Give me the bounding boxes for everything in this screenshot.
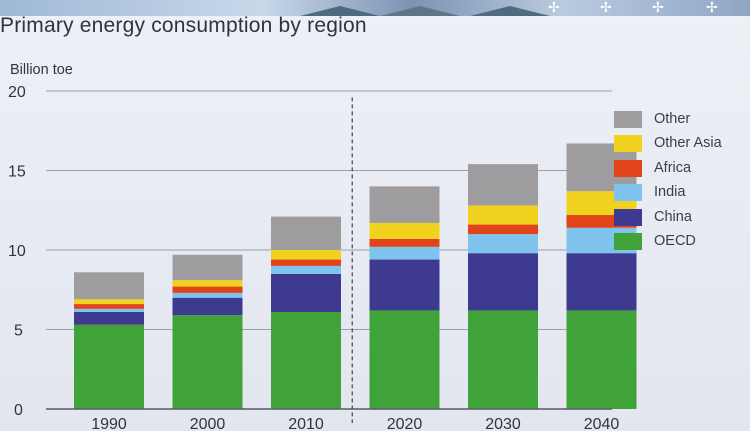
- header-banner-image: ✢ ✢ ✢ ✢: [0, 0, 750, 16]
- bar-segment-oecd: [172, 315, 243, 409]
- legend-swatch: [614, 208, 642, 226]
- legend-item: OECD: [612, 232, 750, 256]
- legend-swatch: [614, 232, 642, 250]
- mountain-shape: [300, 6, 380, 16]
- x-tick-label: 2030: [485, 416, 521, 431]
- bar-segment-other: [172, 254, 243, 281]
- bar-segment-china: [172, 297, 243, 316]
- legend-swatch: [614, 184, 642, 202]
- x-tick-label: 2040: [584, 416, 620, 431]
- bar-segment-india: [369, 246, 440, 260]
- legend-label: Other Asia: [654, 135, 722, 152]
- legend-item: China: [612, 208, 750, 232]
- bar-segment-oecd: [566, 310, 637, 409]
- bar-stacks: [74, 143, 637, 409]
- bar-segment-africa: [271, 259, 341, 266]
- legend-label: OECD: [654, 232, 696, 249]
- bar-segment-other: [74, 272, 144, 300]
- bar-segment-other: [271, 216, 341, 250]
- bar-segment-africa: [74, 304, 144, 309]
- bar-segment-other: [369, 186, 440, 223]
- mountain-shape: [380, 6, 460, 16]
- bar-segment-china: [271, 273, 341, 313]
- y-tick-label: 10: [8, 243, 26, 260]
- bar-segment-oecd: [74, 324, 144, 409]
- legend-item: India: [612, 183, 750, 207]
- bar-segment-other-asia: [271, 250, 341, 260]
- legend-label: Other: [654, 111, 691, 127]
- bar-segment-oecd: [369, 310, 440, 409]
- y-axis-label: Billion toe: [10, 62, 73, 78]
- legend-label: Africa: [654, 159, 692, 176]
- bar-segment-africa: [172, 286, 243, 293]
- wind-turbine-icon: ✢: [652, 0, 664, 15]
- y-tick-label: 5: [14, 323, 23, 340]
- bar-segment-oecd: [468, 310, 538, 409]
- bar-segment-india: [271, 265, 341, 274]
- y-tick-label: 15: [8, 164, 26, 181]
- mountain-shape: [470, 6, 550, 16]
- x-tick-label: 1990: [91, 416, 127, 431]
- bar-segment-india: [172, 292, 243, 298]
- bar-segment-other-asia: [172, 280, 243, 287]
- bar-segment-china: [369, 259, 440, 311]
- bar-segment-india: [468, 234, 538, 254]
- y-tick-label: 0: [14, 402, 23, 419]
- legend-swatch: [614, 111, 642, 128]
- legend-item: Other: [612, 110, 750, 134]
- bar-segment-china: [74, 312, 144, 325]
- bar-segment-china: [468, 253, 538, 311]
- bar-segment-other-asia: [369, 222, 440, 239]
- bar-segment-other-asia: [468, 205, 538, 225]
- bar-segment-africa: [369, 238, 440, 247]
- axes: 0 5 10 15 20 1990 2000 2010 2020 2030 2040: [8, 84, 619, 431]
- legend: Other Other Asia Africa India China OECD: [612, 110, 750, 256]
- bar-segment-other: [468, 164, 538, 206]
- chart-title: Primary energy consumption by region: [0, 14, 367, 37]
- bar-segment-china: [566, 253, 637, 311]
- legend-label: China: [654, 208, 692, 225]
- x-tick-label: 2000: [190, 416, 226, 431]
- legend-swatch: [614, 135, 642, 153]
- wind-turbine-icon: ✢: [706, 0, 718, 15]
- x-tick-label: 2020: [387, 416, 423, 431]
- x-tick-label: 2010: [288, 416, 324, 431]
- bar-segment-oecd: [271, 312, 341, 409]
- legend-label: India: [654, 184, 686, 201]
- wind-turbine-icon: ✢: [548, 0, 560, 15]
- y-tick-label: 20: [8, 84, 26, 101]
- legend-swatch: [614, 159, 642, 177]
- legend-item: Other Asia: [612, 134, 750, 158]
- legend-item: Africa: [612, 159, 750, 183]
- bar-segment-africa: [468, 224, 538, 235]
- wind-turbine-icon: ✢: [600, 0, 612, 15]
- bar-segment-india: [74, 308, 144, 313]
- bar-segment-other-asia: [74, 299, 144, 305]
